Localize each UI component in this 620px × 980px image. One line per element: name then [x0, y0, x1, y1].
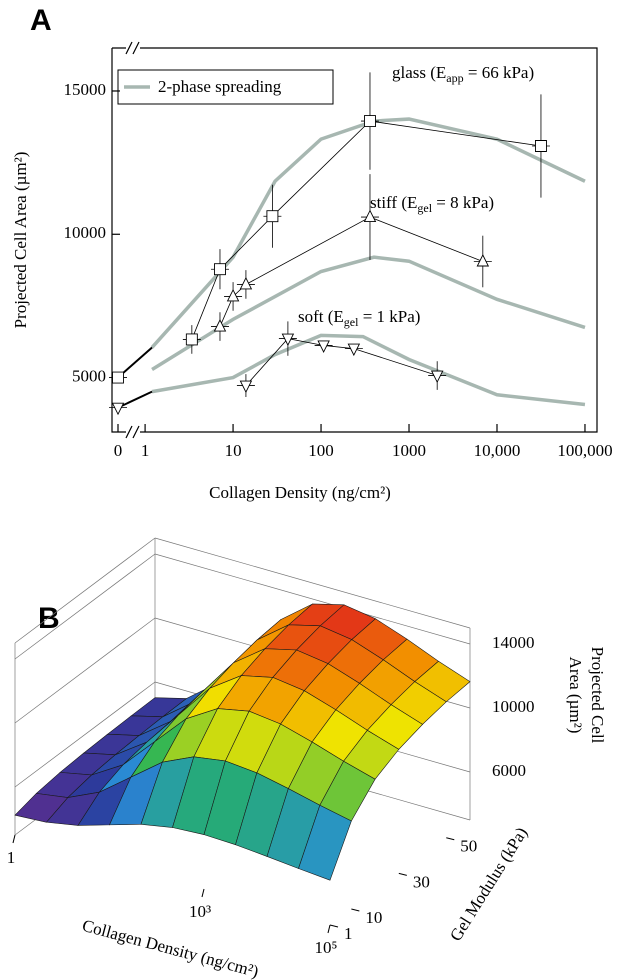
x-tick [201, 888, 205, 898]
annotation-part: glass [392, 63, 426, 82]
z-tick-label: 14000 [492, 633, 535, 652]
data-point [185, 333, 198, 346]
data-point [111, 402, 125, 416]
y-tick-label: 5000 [72, 366, 106, 385]
z-tick-label: 10000 [492, 697, 535, 716]
y-tick-label: 10000 [64, 223, 107, 242]
annotation-part: (E [426, 63, 446, 82]
surface-plot: 6000 10000 14000 1 10³ 10⁵ 1 10 30 50 Collagen Den… [7, 537, 607, 980]
y-tick-label: 15000 [64, 80, 107, 99]
x-tick-label: 0 [114, 441, 123, 460]
x-tick-label: 100 [308, 441, 334, 460]
data-point [364, 115, 376, 128]
y-tick [329, 924, 339, 928]
data-point [281, 333, 295, 347]
data-point [239, 380, 253, 394]
panel-label: A [30, 4, 52, 37]
wall-edge [14, 537, 156, 644]
y-tick [446, 837, 455, 841]
z-tick-label: 6000 [492, 761, 526, 780]
fit-curve [151, 255, 586, 372]
grid-line [14, 617, 156, 724]
x-tick-label: 10 [225, 441, 242, 460]
annotation: soft (Egel = 1 kPa) [298, 307, 420, 329]
z-axis-label: Projected Cell [588, 647, 607, 744]
axis-break [126, 40, 140, 56]
fit-curve [151, 333, 586, 407]
plot-frame [111, 47, 598, 433]
grid-line [14, 681, 156, 788]
grid-line [154, 553, 471, 645]
x-tick-label: 1000 [392, 441, 426, 460]
x-tick-label: 10⁵ [315, 938, 338, 957]
y-tick-label: 10 [365, 908, 382, 927]
x-tick-label: 100,000 [557, 441, 612, 460]
x-axis-label: Collagen Density (ng/cm²) [80, 916, 260, 980]
x-tick [12, 834, 16, 844]
z-axis-label: Area (µm²) [566, 657, 585, 734]
annotation-part: soft [298, 307, 324, 326]
annotation: stiff (Egel = 8 kPa) [370, 193, 494, 215]
legend-box [117, 69, 334, 105]
data-point [239, 276, 253, 290]
annotation-part: (E [397, 193, 417, 212]
annotation-part: app [446, 71, 463, 85]
annotation-part: = 1 kPa) [358, 307, 420, 326]
x-tick-label: 1 [141, 441, 150, 460]
y-tick [398, 872, 407, 876]
y-tick-label: 50 [460, 837, 477, 856]
y-tick [351, 908, 360, 912]
data-point [476, 253, 490, 267]
annotation-part: gel [417, 201, 432, 215]
data-point [112, 371, 124, 384]
data-point [347, 343, 361, 357]
annotation-part: (E [324, 307, 344, 326]
y-axis-label: Gel Modulus (kPa) [446, 824, 531, 945]
annotation-part: = 66 kPa) [464, 63, 535, 82]
panel-label: B [38, 602, 60, 635]
data-point [363, 209, 377, 223]
x-tick-label: 10³ [189, 902, 211, 921]
data-point [226, 288, 240, 302]
x-tick [327, 924, 331, 934]
grid-line [14, 553, 156, 660]
y-tick-label: 30 [413, 872, 430, 891]
surface-patch [298, 804, 352, 881]
series-line [219, 216, 483, 327]
legend-label: 2-phase spreading [158, 77, 282, 96]
wall-edge [154, 537, 471, 629]
zero-link [117, 390, 153, 409]
x-tick-label: 1 [7, 848, 16, 867]
y-axis-label: Projected Cell Area (µm²) [11, 152, 30, 329]
annotation-part: gel [344, 315, 359, 329]
data-point [214, 263, 226, 276]
data-point [535, 140, 547, 152]
data-point [266, 210, 279, 223]
x-tick-label: 10,000 [474, 441, 521, 460]
x-axis-label: Collagen Density (ng/cm²) [209, 483, 391, 502]
y-tick-label: 1 [344, 924, 353, 943]
data-point [213, 319, 227, 332]
axis-break [126, 424, 140, 440]
series-line [245, 338, 438, 386]
data-point [317, 340, 330, 353]
annotation-part: stiff [370, 193, 397, 212]
fit-curve [150, 117, 586, 349]
data-point [430, 370, 444, 384]
annotation-part: = 8 kPa) [432, 193, 494, 212]
axis-break [125, 41, 140, 439]
annotation: glass (Eapp = 66 kPa) [392, 63, 534, 85]
